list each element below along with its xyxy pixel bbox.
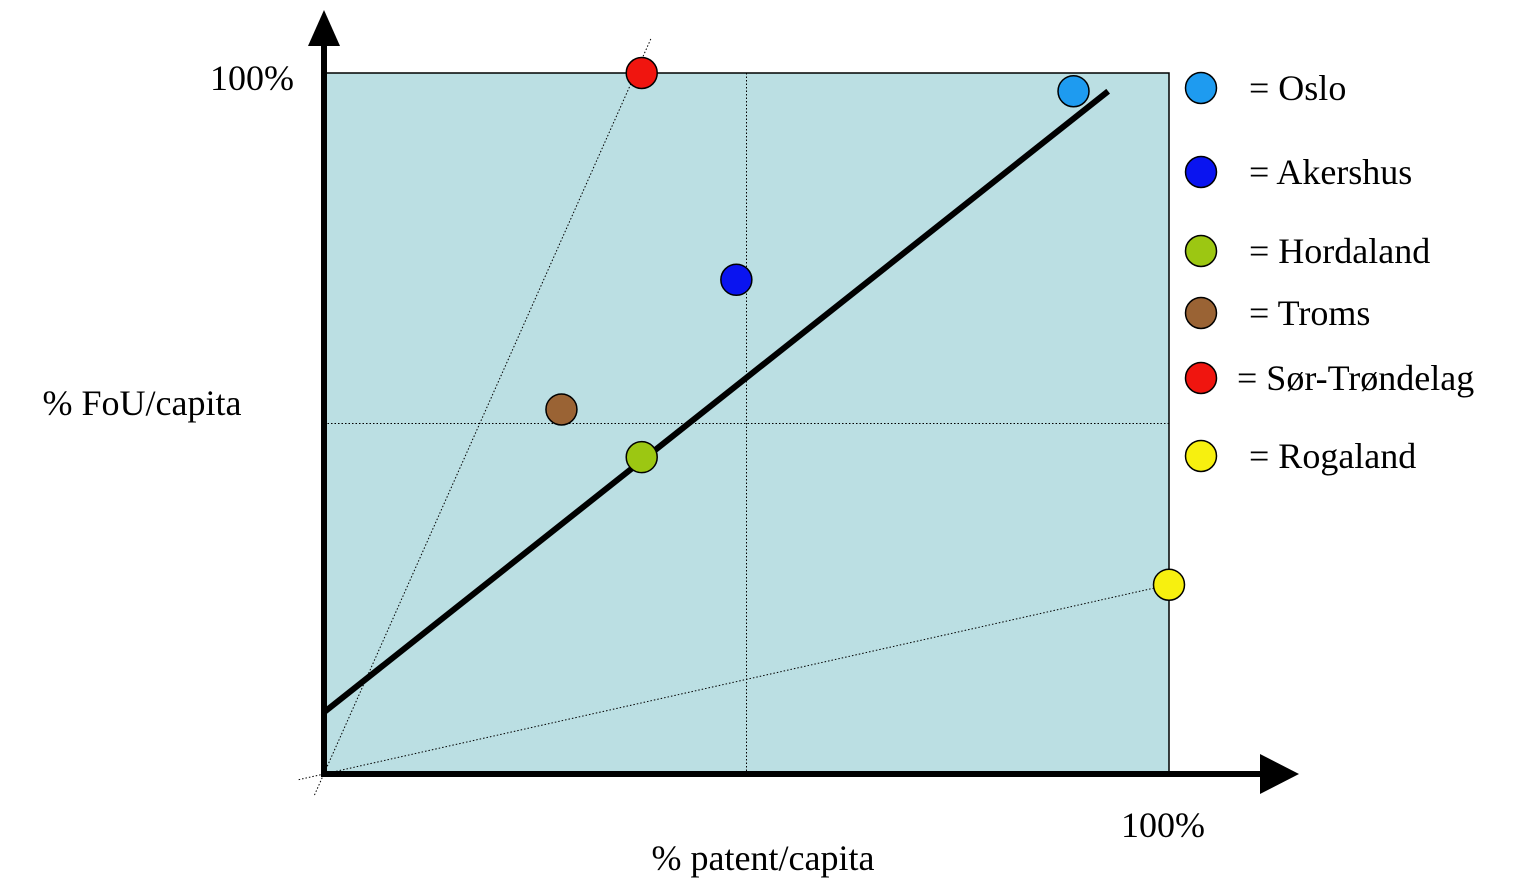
legend-marker-sor-trondelag <box>1184 361 1218 395</box>
point-oslo <box>1057 74 1090 108</box>
point-rogaland <box>1152 568 1186 601</box>
axes <box>308 10 1299 794</box>
x-axis-arrowhead <box>1260 754 1299 794</box>
legend-marker-oslo <box>1184 71 1218 105</box>
guide-line-2 <box>298 584 1170 781</box>
legend-label-troms: = Troms <box>1249 293 1370 333</box>
point-sor-trondelag <box>625 56 658 90</box>
guide-line-1 <box>314 37 652 796</box>
legend-marker-akershus <box>1184 155 1218 189</box>
legend-label-rogaland: = Rogaland <box>1249 436 1416 476</box>
y-axis-arrowhead <box>308 10 340 46</box>
legend-marker-rogaland <box>1184 439 1218 473</box>
legend-marker-troms <box>1184 296 1218 330</box>
point-akershus <box>720 263 753 297</box>
legend-marker-hordaland <box>1184 234 1218 268</box>
y-max-label: 100% <box>210 58 294 98</box>
guide-lines <box>298 37 1170 796</box>
legend-label-sor-trondelag: = Sør-Trøndelag <box>1237 358 1474 398</box>
trend-line-group <box>322 88 1111 715</box>
x-max-label: 100% <box>1121 805 1205 845</box>
grid <box>324 73 1169 774</box>
legend-label-oslo: = Oslo <box>1249 68 1346 108</box>
point-troms <box>545 393 578 426</box>
legend-label-hordaland: = Hordaland <box>1249 231 1430 271</box>
y-axis-label: % FoU/capita <box>43 383 242 423</box>
x-axis-label: % patent/capita <box>652 838 875 878</box>
legend-label-akershus: = Akershus <box>1249 152 1412 192</box>
legend: = Oslo = Akershus = Hordaland = Troms = Sør-… <box>1184 68 1474 476</box>
point-hordaland <box>625 440 658 474</box>
trend-line <box>322 88 1111 715</box>
data-points <box>545 56 1186 601</box>
